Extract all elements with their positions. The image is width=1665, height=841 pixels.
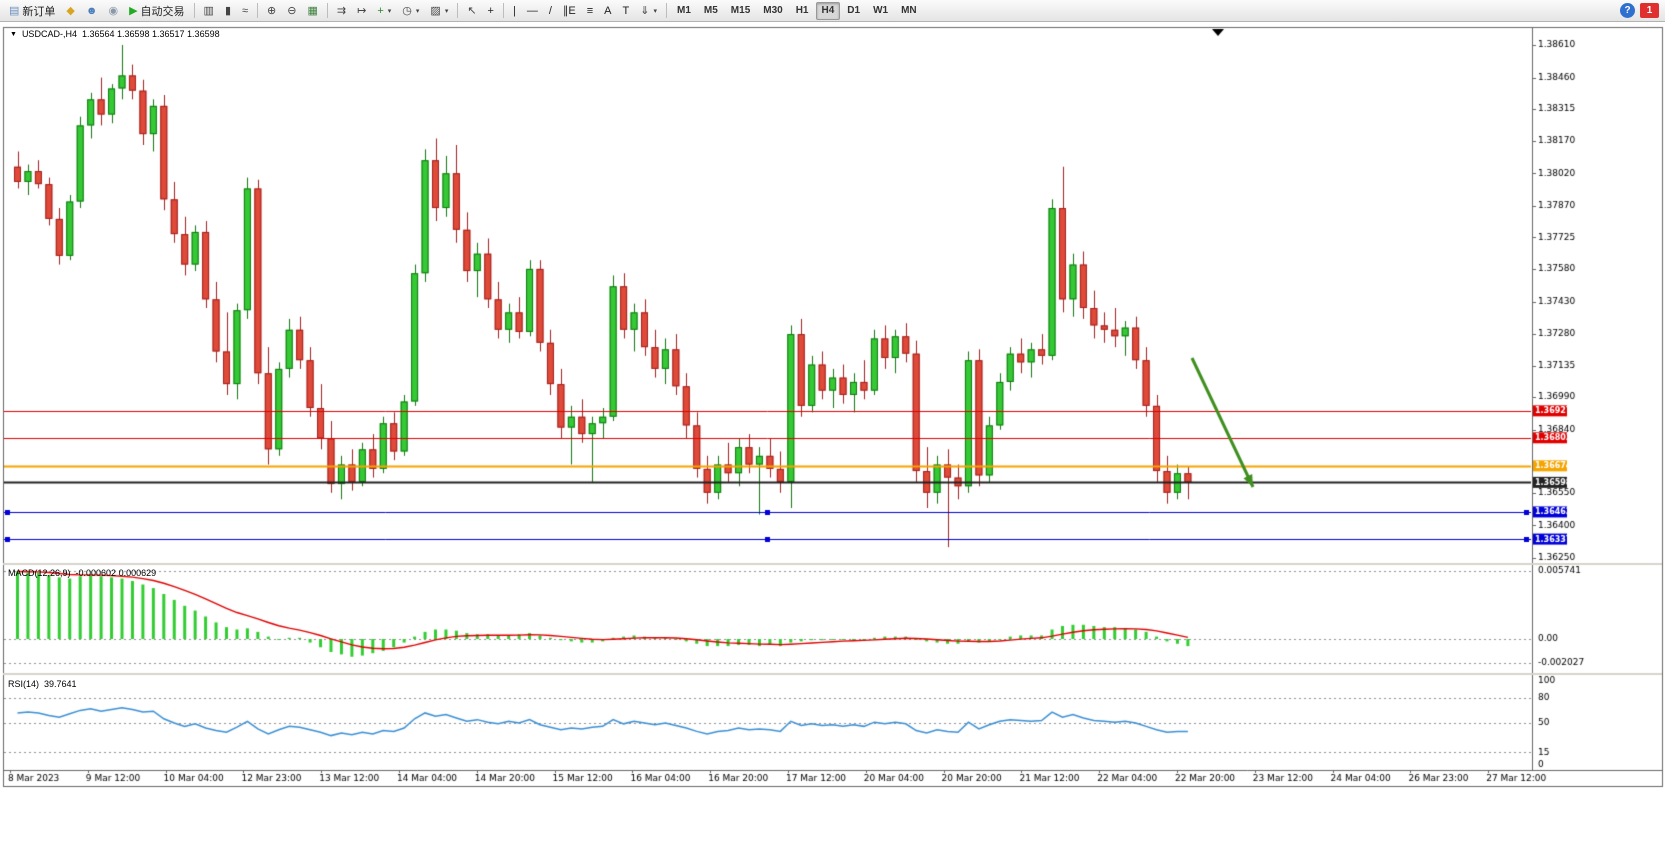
chart-title: ▼ USDCAD-,H4 1.36564 1.36598 1.36517 1.3… [10,29,220,39]
timeframe-m5-button[interactable]: M5 [703,4,718,16]
new-order-button[interactable]: ▤ 新订单 [4,1,60,21]
toolbar-right-group: ? 1 [1620,3,1661,18]
line-chart-button[interactable]: ≈ [237,1,253,21]
community-icon: ☻ [85,4,98,17]
market-watch-button[interactable]: ◉ [103,1,123,21]
timeframe-h4-button[interactable]: H4 [815,1,841,20]
chart-ohlc-values: 1.36564 1.36598 1.36517 1.36598 [81,29,220,39]
notification-badge[interactable]: 1 [1640,3,1659,18]
chart-symbol-period: USDCAD-,H4 [21,29,77,39]
templates-button[interactable]: ▨ ▾ [425,1,453,21]
chevron-down-icon: ▾ [653,7,657,15]
crosshair-button[interactable]: + [483,1,499,21]
crosshair-icon: + [487,4,494,17]
fibonacci-button[interactable]: ≡ [582,1,598,21]
chart-window: ▼ USDCAD-,H4 1.36564 1.36598 1.36517 1.3… [0,22,1665,841]
timeframe-d1-button[interactable]: D1 [847,4,861,16]
period-dropdown-button[interactable]: ◷ ▾ [397,1,424,21]
period-dropdown-icon: ◷ [402,4,412,17]
timeframe-mn-button[interactable]: MN [901,4,917,16]
price-chart-canvas[interactable] [0,22,1665,841]
metaeditor-icon: ◆ [66,4,75,17]
macd-indicator-values: -0.000602 0.000629 [75,568,157,578]
toolbar-separator [326,3,328,18]
arrows-icon: ⇓ [640,4,650,17]
trendline-button[interactable]: / [544,1,557,21]
horizontal-line-icon: — [526,4,538,17]
tile-windows-button[interactable]: ▦ [302,1,322,21]
timeframe-bar: M1 M5 M15 M30 H1 H4 D1 W1 MN [671,1,923,20]
timeframe-m1-button[interactable]: M1 [676,4,691,16]
line-chart-icon: ≈ [242,4,249,17]
chart-shift-icon: ↦ [357,4,367,17]
templates-icon: ▨ [430,4,441,17]
timeframe-m30-button[interactable]: M30 [763,4,783,16]
text-label-button[interactable]: T [618,1,635,21]
rsi-indicator-value: 39.7641 [44,679,77,689]
cursor-button[interactable]: ↖ [462,1,481,21]
macd-indicator-label: MACD(12,26,9) [8,568,71,578]
toolbar-separator [457,3,459,18]
auto-scroll-button[interactable]: ⇉ [332,1,351,21]
chevron-down-icon: ▾ [387,7,392,15]
tile-windows-icon: ▦ [307,4,318,17]
timeframe-m15-button[interactable]: M15 [730,4,751,16]
new-chart-icon: + [377,4,384,17]
vertical-line-icon: | [512,4,516,17]
chart-caret-icon[interactable]: ▼ [10,30,17,38]
timeframe-h1-button[interactable]: H1 [795,4,809,16]
horizontal-line-button[interactable]: — [522,1,543,21]
arrows-button[interactable]: ⇓ ▾ [635,1,662,21]
zoom-out-button[interactable]: ⊖ [282,1,301,21]
toolbar-separator [665,3,667,18]
bar-chart-icon: ▥ [203,4,214,17]
trendline-icon: / [548,4,552,17]
bar-chart-button[interactable]: ▥ [199,1,219,21]
zoom-in-icon: ⊕ [267,4,277,17]
macd-indicator-label-row: MACD(12,26,9) -0.000602 0.000629 [8,568,156,578]
vertical-line-button[interactable]: | [508,1,521,21]
new-order-button-label: 新订单 [22,5,56,18]
chevron-down-icon: ▾ [444,7,449,15]
candlestick-chart-icon: ▮ [224,4,231,17]
timeframe-w1-button[interactable]: W1 [873,4,889,16]
cursor-icon: ↖ [467,4,477,17]
text-label-icon: T [622,4,630,17]
auto-trading-button-label: 自动交易 [140,5,185,18]
chart-shift-button[interactable]: ↦ [352,1,371,21]
toolbar: ▤ 新订单 ◆ ☻ ◉ ▶ 自动交易 ▥ ▮ ≈ ⊕ ⊖ ▦ ⇉ ↦ + ▾ ◷ ▾ ▨ ▾ ↖ + | — / ∥E ≡ A T ⇓ ▾ M1… [0,0,1665,22]
rsi-indicator-label: RSI(14) [8,679,40,689]
text-button[interactable]: A [599,1,616,21]
help-icon[interactable]: ? [1620,3,1635,18]
toolbar-separator [193,3,195,18]
metaeditor-button[interactable]: ◆ [61,1,79,21]
chevron-down-icon: ▾ [415,7,420,15]
toolbar-separator [502,3,504,18]
auto-trading-button[interactable]: ▶ 自动交易 [124,1,189,21]
zoom-in-button[interactable]: ⊕ [262,1,281,21]
zoom-out-icon: ⊖ [287,4,297,17]
auto-trading-icon: ▶ [129,4,138,17]
candlestick-chart-button[interactable]: ▮ [220,1,236,21]
rsi-indicator-label-row: RSI(14) 39.7641 [8,679,77,689]
new-order-icon: ▤ [9,4,20,17]
text-icon: A [604,4,612,17]
market-watch-icon: ◉ [108,4,119,17]
fibonacci-icon: ≡ [586,4,594,17]
community-button[interactable]: ☻ [81,1,103,21]
equidistant-channel-button[interactable]: ∥E [558,1,581,21]
new-chart-button[interactable]: + ▾ [372,1,396,21]
auto-scroll-icon: ⇉ [336,4,347,17]
toolbar-separator [257,3,259,18]
equidistant-channel-icon: ∥E [562,4,576,17]
